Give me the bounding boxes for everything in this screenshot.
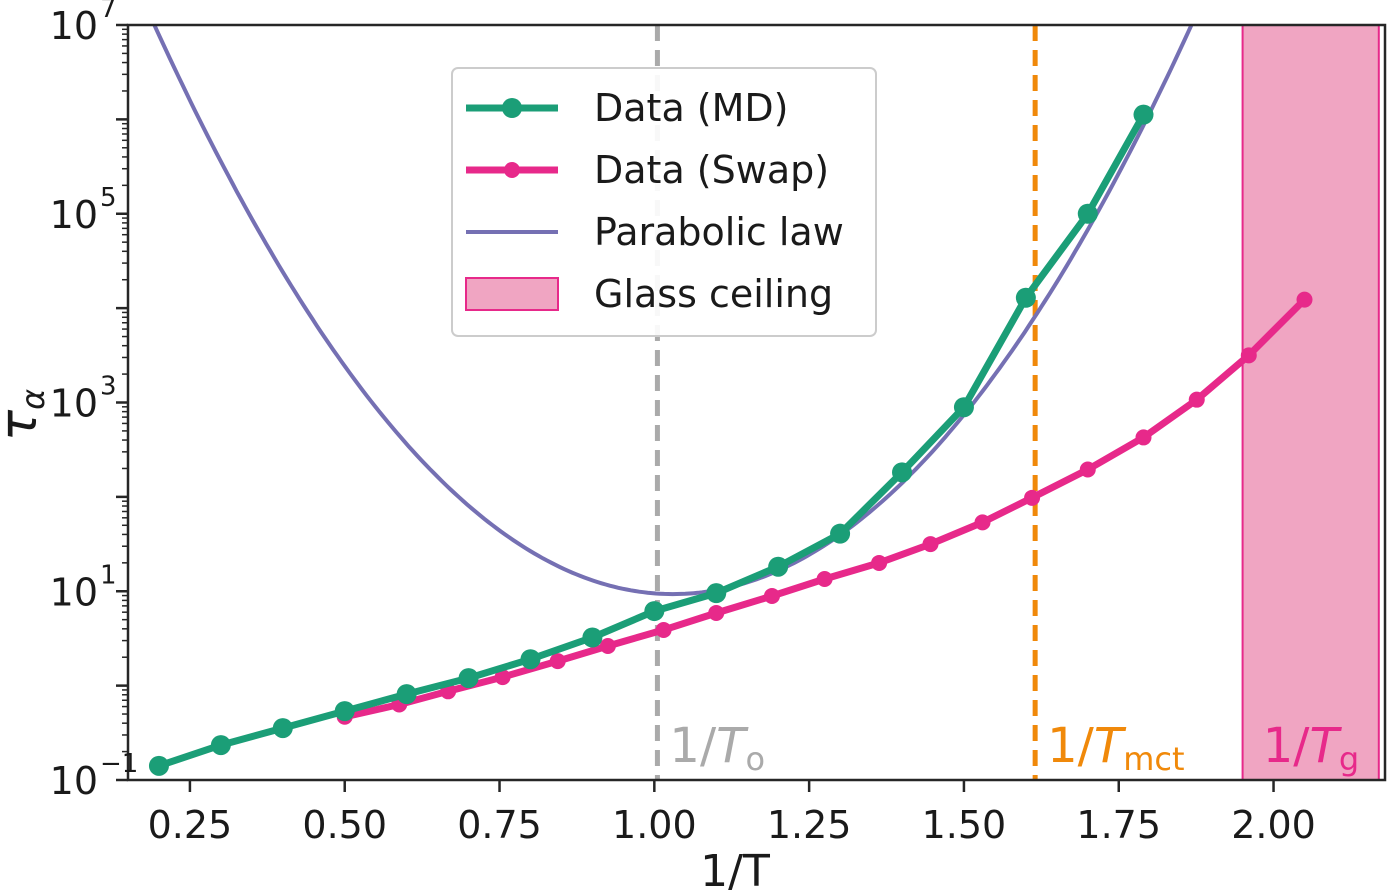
md-series-point [1077,203,1098,224]
x-tick-label: 1.25 [767,803,852,847]
y-tick-exponent: 7 [100,0,117,24]
label-t-mct-prefix: 1/ [1047,718,1095,774]
swap-series-point [763,587,780,604]
swap-series-point [1296,291,1313,308]
label-t-onset-t: T [716,718,749,774]
legend-entry-label: Glass ceiling [594,272,833,316]
legend-swap-swatch-marker [504,162,520,178]
md-series-point [644,601,665,622]
y-tick-exponent: 3 [100,372,117,402]
md-series-point [768,556,789,577]
y-axis-label-main: τ [0,409,49,441]
x-tick-label: 1.75 [1076,803,1161,847]
md-series-point [1015,287,1036,308]
x-tick-label: 1.50 [922,803,1007,847]
md-series-point [582,627,603,648]
md-series-point [148,755,169,776]
swap-series-point [871,554,888,571]
label-t-glass-t: T [1309,718,1342,774]
y-tick-label: 10 [50,570,98,614]
md-series-point [953,397,974,418]
legend-glass-swatch [465,277,559,311]
x-tick-label: 0.75 [457,803,542,847]
md-series-point [210,735,231,756]
swap-series-point [599,637,616,654]
swap-series-point [1240,347,1257,364]
label-t-glass: 1/Tg [1263,718,1359,778]
swap-series-point [494,669,511,686]
legend-entry-label: Parabolic law [594,210,844,254]
y-axis-label-sub: α [14,389,52,410]
md-series-point [458,668,479,689]
md-series-point [830,523,851,544]
x-tick-label: 0.25 [148,803,233,847]
glass-ceiling-band [1241,24,1380,781]
label-t-glass-prefix: 1/ [1263,718,1311,774]
y-tick-exponent: 5 [100,183,117,213]
y-axis-label: τα [0,389,52,441]
md-series-point [1133,104,1154,125]
label-t-onset-sub: o [745,740,765,778]
swap-series-point [816,570,833,587]
swap-series-point [655,621,672,638]
md-series-point [272,718,293,739]
swap-series-point [974,514,991,531]
md-series-point [396,684,417,705]
swap-series-point [1135,429,1152,446]
label-t-mct-sub: mct [1123,740,1184,778]
label-t-glass-sub: g [1339,740,1359,778]
x-tick-label: 0.50 [302,803,387,847]
legend-box [451,67,877,337]
swap-series-point [922,536,939,553]
y-tick-exponent: −1 [100,749,138,779]
swap-series-point [1024,489,1041,506]
x-tick-label: 1.00 [612,803,697,847]
y-tick-label: 10 [50,193,98,237]
legend-md-swatch-marker [502,98,522,118]
swap-series-point [708,604,725,621]
x-tick-label: 2.00 [1231,803,1316,847]
y-tick-label: 10 [50,382,98,426]
swap-series-point [1079,461,1096,478]
md-series-point [892,462,913,483]
md-series-point [334,701,355,722]
md-series-point [706,583,727,604]
y-tick-label: 10 [50,759,98,803]
swap-series-point [549,653,566,670]
y-tick-label: 10 [50,4,98,48]
swap-series-point [1188,391,1205,408]
md-series-point [520,649,541,670]
legend-entry-label: Data (MD) [594,86,789,130]
legend-entry-label: Data (Swap) [594,148,829,192]
label-t-onset-prefix: 1/ [669,718,717,774]
x-axis-label: 1/T [700,846,770,891]
swap-series-line [343,297,1307,721]
label-t-mct-t: T [1094,718,1127,774]
label-t-mct: 1/Tmct [1047,718,1184,778]
label-t-onset: 1/To [669,718,765,778]
y-tick-exponent: 1 [100,560,117,590]
